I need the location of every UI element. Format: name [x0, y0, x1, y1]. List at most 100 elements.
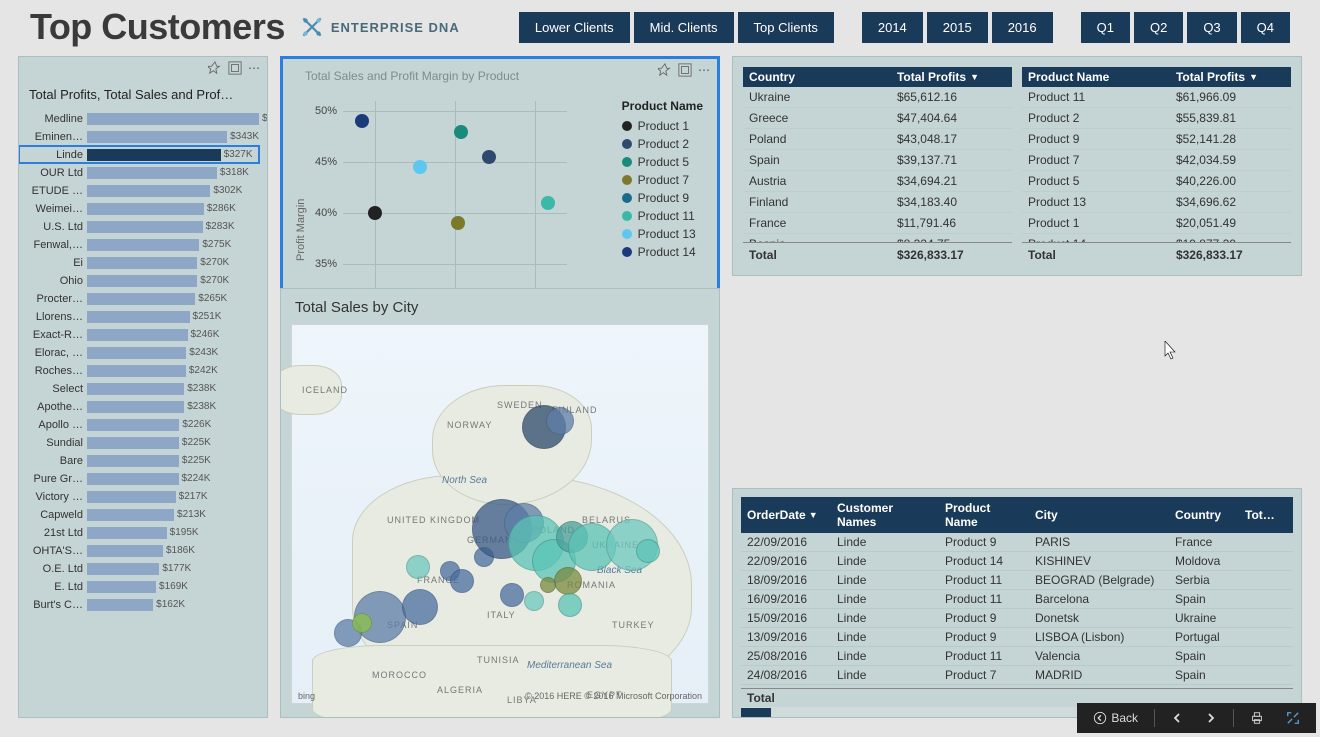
- orders-col-header[interactable]: OrderDate ▼: [741, 497, 831, 533]
- visual-header-icons[interactable]: ⋯: [208, 61, 261, 75]
- bar-row[interactable]: ETUDE …$302K: [19, 182, 259, 199]
- bar-row[interactable]: Ei$270K: [19, 254, 259, 271]
- map-bubble[interactable]: [500, 583, 524, 607]
- map-bubble[interactable]: [636, 539, 660, 563]
- bar-row[interactable]: Roches…$242K: [19, 362, 259, 379]
- bar-row[interactable]: Elorac, …$243K: [19, 344, 259, 361]
- table-row[interactable]: Poland$43,048.17: [743, 129, 1012, 150]
- orders-col-header[interactable]: Customer Names: [831, 497, 939, 533]
- orders-row[interactable]: 13/09/2016LindeProduct 9LISBOA (Lisbon)P…: [741, 628, 1293, 647]
- table-row[interactable]: Product 2$55,839.81: [1022, 108, 1291, 129]
- focus-icon[interactable]: [678, 63, 692, 77]
- orders-row[interactable]: 22/09/2016LindeProduct 9PARISFrance: [741, 533, 1293, 552]
- product-table[interactable]: Product Name Total Profits▼ Product 11$6…: [1022, 67, 1291, 265]
- bar-row[interactable]: OHTA'S…$186K: [19, 542, 259, 559]
- orders-row[interactable]: 25/08/2016LindeProduct 11ValenciaSpain: [741, 647, 1293, 666]
- legend-item[interactable]: Product 5: [622, 155, 703, 169]
- slicer-option[interactable]: Q1: [1081, 12, 1130, 43]
- table-row[interactable]: Bosnia$8,324.75: [743, 234, 1012, 242]
- bar-row[interactable]: Llorens…$251K: [19, 308, 259, 325]
- map-bubble[interactable]: [540, 577, 556, 593]
- expand-button[interactable]: [1280, 707, 1306, 729]
- legend-item[interactable]: Product 14: [622, 245, 703, 259]
- bar-row[interactable]: Medline$421K: [19, 110, 259, 127]
- scatter-point[interactable]: [541, 196, 555, 210]
- slicer-option[interactable]: 2015: [927, 12, 988, 43]
- orders-row[interactable]: 22/09/2016LindeProduct 14KISHINEVMoldova: [741, 552, 1293, 571]
- orders-col-header[interactable]: Country: [1169, 497, 1239, 533]
- bar-row[interactable]: Select$238K: [19, 380, 259, 397]
- orders-row[interactable]: 18/09/2016LindeProduct 11BEOGRAD (Belgra…: [741, 571, 1293, 590]
- slicer-option[interactable]: Q4: [1241, 12, 1290, 43]
- pin-icon[interactable]: [208, 61, 222, 75]
- map-bubble[interactable]: [558, 593, 582, 617]
- legend-item[interactable]: Product 1: [622, 119, 703, 133]
- bar-row[interactable]: Sundial$225K: [19, 434, 259, 451]
- orders-row[interactable]: 24/08/2016LindeProduct 7MADRIDSpain: [741, 666, 1293, 685]
- orders-row[interactable]: 4/08/2016LindeProduct 2WIEN (Vienna)Aust…: [741, 685, 1293, 688]
- table-row[interactable]: Product 11$61,966.09: [1022, 87, 1291, 108]
- map-bubble[interactable]: [524, 591, 544, 611]
- table-row[interactable]: Product 5$40,226.00: [1022, 171, 1291, 192]
- bar-row[interactable]: O.E. Ltd$177K: [19, 560, 259, 577]
- country-table[interactable]: Country Total Profits▼ Ukraine$65,612.16…: [743, 67, 1012, 265]
- table-row[interactable]: Austria$34,694.21: [743, 171, 1012, 192]
- table-row[interactable]: Product 1$20,051.49: [1022, 213, 1291, 234]
- bar-row[interactable]: Capweld$213K: [19, 506, 259, 523]
- bar-row[interactable]: E. Ltd$169K: [19, 578, 259, 595]
- map-bubble[interactable]: [402, 589, 438, 625]
- bar-row[interactable]: Pure Gr…$224K: [19, 470, 259, 487]
- legend-item[interactable]: Product 13: [622, 227, 703, 241]
- scatter-point[interactable]: [368, 206, 382, 220]
- slicer-option[interactable]: Q2: [1134, 12, 1183, 43]
- orders-table-body[interactable]: 22/09/2016LindeProduct 9PARISFrance22/09…: [741, 533, 1293, 688]
- scatter-point[interactable]: [355, 114, 369, 128]
- legend-item[interactable]: Product 9: [622, 191, 703, 205]
- map-bubble[interactable]: [406, 555, 430, 579]
- orders-row[interactable]: 15/09/2016LindeProduct 9DonetskUkraine: [741, 609, 1293, 628]
- product-col-header[interactable]: Product Name: [1022, 67, 1170, 87]
- bar-row[interactable]: Apothe…$238K: [19, 398, 259, 415]
- pin-icon[interactable]: [658, 63, 672, 77]
- table-row[interactable]: Finland$34,183.40: [743, 192, 1012, 213]
- map-bubble[interactable]: [450, 569, 474, 593]
- table-row[interactable]: Product 14$19,877.29: [1022, 234, 1291, 242]
- prev-button[interactable]: [1165, 708, 1189, 728]
- table-row[interactable]: France$11,791.46: [743, 213, 1012, 234]
- next-button[interactable]: [1199, 708, 1223, 728]
- scatter-point[interactable]: [454, 125, 468, 139]
- legend-item[interactable]: Product 11: [622, 209, 703, 223]
- orders-col-header[interactable]: City: [1029, 497, 1169, 533]
- bar-row[interactable]: U.S. Ltd$283K: [19, 218, 259, 235]
- profit-col-header[interactable]: Total Profits▼: [891, 67, 1012, 87]
- bar-row[interactable]: Fenwal,…$275K: [19, 236, 259, 253]
- bar-row[interactable]: 21st Ltd$195K: [19, 524, 259, 541]
- orders-row[interactable]: 16/09/2016LindeProduct 11BarcelonaSpain: [741, 590, 1293, 609]
- slicer-option[interactable]: Top Clients: [738, 12, 834, 43]
- slicer-option[interactable]: 2014: [862, 12, 923, 43]
- bar-row[interactable]: Weimei…$286K: [19, 200, 259, 217]
- more-icon[interactable]: ⋯: [698, 63, 711, 77]
- more-icon[interactable]: ⋯: [248, 61, 261, 75]
- table-row[interactable]: Ukraine$65,612.16: [743, 87, 1012, 108]
- legend-item[interactable]: Product 7: [622, 173, 703, 187]
- scatter-point[interactable]: [482, 150, 496, 164]
- orders-col-header[interactable]: Product Name: [939, 497, 1029, 533]
- map-canvas[interactable]: bing © 2016 HERE © 2016 Microsoft Corpor…: [291, 324, 709, 704]
- bar-chart-body[interactable]: Medline$421KEminen…$343KLinde$327KOUR Lt…: [19, 110, 267, 705]
- bar-row[interactable]: Victory …$217K: [19, 488, 259, 505]
- slicer-option[interactable]: Mid. Clients: [634, 12, 734, 43]
- table-row[interactable]: Greece$47,404.64: [743, 108, 1012, 129]
- orders-panel[interactable]: OrderDate ▼Customer NamesProduct NameCit…: [732, 488, 1302, 718]
- bar-row[interactable]: Procter…$265K: [19, 290, 259, 307]
- orders-col-header[interactable]: Tot…: [1239, 497, 1281, 533]
- bar-row[interactable]: Ohio$270K: [19, 272, 259, 289]
- print-button[interactable]: [1244, 707, 1270, 729]
- table-row[interactable]: Product 13$34,696.62: [1022, 192, 1291, 213]
- bar-row[interactable]: Bare$225K: [19, 452, 259, 469]
- bar-row[interactable]: Exact-R…$246K: [19, 326, 259, 343]
- slicer-option[interactable]: 2016: [992, 12, 1053, 43]
- bar-row[interactable]: Eminen…$343K: [19, 128, 259, 145]
- bar-row[interactable]: Burt's C…$162K: [19, 596, 259, 613]
- focus-icon[interactable]: [228, 61, 242, 75]
